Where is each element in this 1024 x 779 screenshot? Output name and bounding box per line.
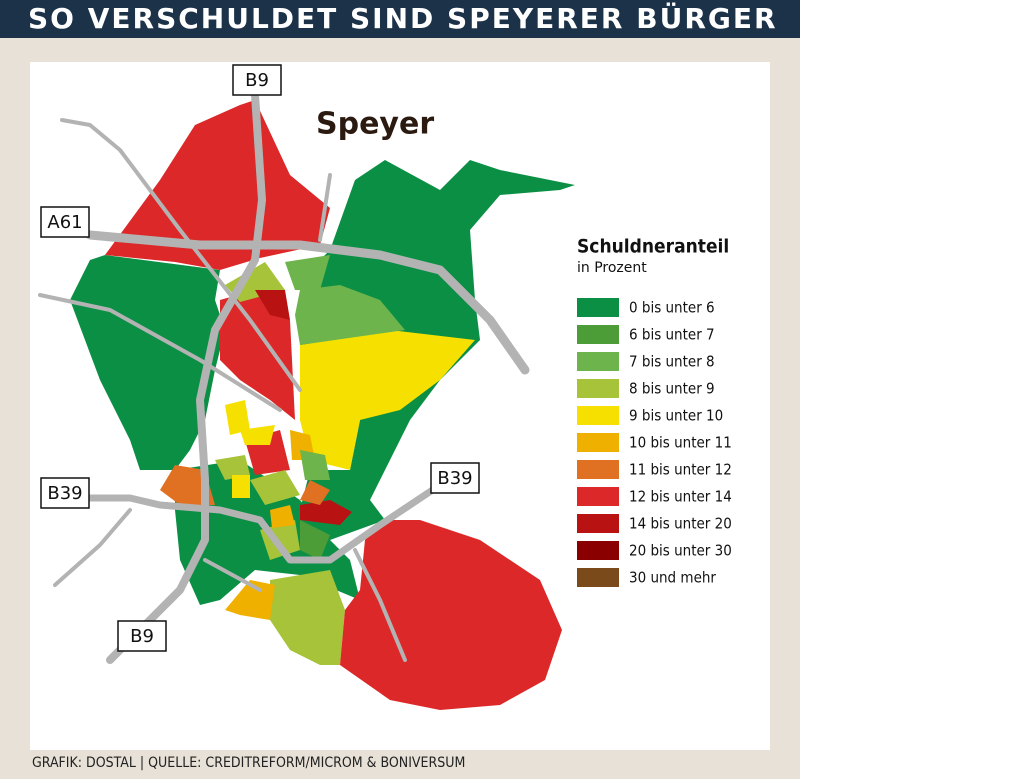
legend-label: 12 bis unter 14 xyxy=(629,488,732,506)
road-label: B9 xyxy=(232,64,282,96)
legend-label: 0 bis unter 6 xyxy=(629,299,715,317)
road-label-text: B39 xyxy=(47,483,82,504)
road-label-text: B9 xyxy=(245,70,269,91)
road-label-box xyxy=(40,477,90,509)
roads xyxy=(38,91,530,664)
legend-swatch xyxy=(577,298,619,317)
map: Speyer B9 A61 B39 B39 B9 Schuldneranteil in Pro… xyxy=(38,64,732,710)
legend-swatch xyxy=(577,568,619,587)
city-label: Speyer xyxy=(316,107,434,142)
road-label: B39 xyxy=(430,462,480,494)
legend-title: Schuldneranteil xyxy=(577,236,729,258)
road-label-box xyxy=(430,462,480,494)
header-bar: SO VERSCHULDET SIND SPEYERER BÜRGER xyxy=(0,0,800,38)
road-label: A61 xyxy=(40,206,90,238)
legend-swatch xyxy=(577,406,619,425)
legend-label: 10 bis unter 11 xyxy=(629,434,732,452)
legend-swatch xyxy=(577,352,619,371)
legend-label: 9 bis unter 10 xyxy=(629,407,723,425)
legend-swatch xyxy=(577,325,619,344)
road-label: B9 xyxy=(117,620,167,652)
legend-swatch xyxy=(577,379,619,398)
road-label-box xyxy=(117,620,167,652)
footer: GRAFIK: DOSTAL | QUELLE: CREDITREFORM/MI… xyxy=(32,755,466,771)
legend-label: 6 bis unter 7 xyxy=(629,326,715,344)
legend-swatch xyxy=(577,514,619,533)
legend-label: 20 bis unter 30 xyxy=(629,542,732,560)
legend-swatch xyxy=(577,541,619,560)
legend-swatch xyxy=(577,460,619,479)
road-label-box xyxy=(232,64,282,96)
legend-label: 8 bis unter 9 xyxy=(629,380,715,398)
legend-label: 7 bis unter 8 xyxy=(629,353,715,371)
road-label-text: B39 xyxy=(437,468,472,489)
legend-swatch xyxy=(577,487,619,506)
title: SO VERSCHULDET SIND SPEYERER BÜRGER xyxy=(28,2,778,35)
legend-label: 30 und mehr xyxy=(629,569,716,587)
road-label-text: A61 xyxy=(47,212,82,233)
districts xyxy=(70,100,575,710)
legend-swatch xyxy=(577,433,619,452)
road-label-box xyxy=(40,206,90,238)
legend-subtitle: in Prozent xyxy=(577,260,647,276)
road-label: B39 xyxy=(40,477,90,509)
legend-label: 11 bis unter 12 xyxy=(629,461,732,479)
legend-label: 14 bis unter 20 xyxy=(629,515,732,533)
road-label-text: B9 xyxy=(130,626,154,647)
